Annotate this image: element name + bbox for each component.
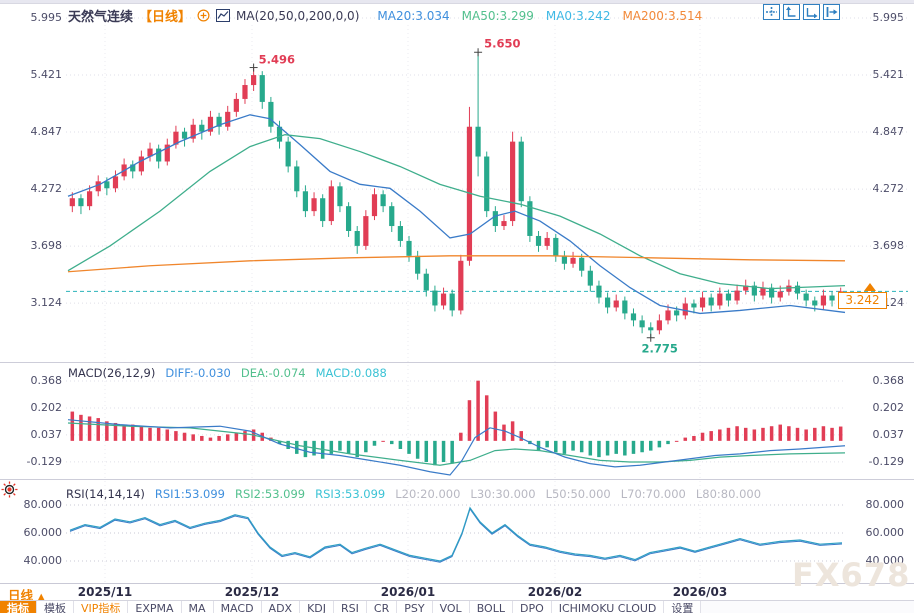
ma-value-label: MA200:3.514: [622, 8, 703, 23]
indicator-tab-设置[interactable]: 设置: [664, 601, 702, 613]
header-toolbar: [763, 4, 840, 20]
rsi-axis-label: 60.000: [23, 526, 63, 539]
indicator-tab-模板[interactable]: 模板: [37, 601, 74, 613]
price-axis-label: 3.698: [30, 239, 63, 253]
dropdown-arrow-icon: ▲: [37, 592, 46, 603]
indicator-tab-CR[interactable]: CR: [366, 601, 398, 613]
rsi-axis-label: 40.000: [23, 554, 63, 567]
scale-y-axis-icon[interactable]: [783, 4, 800, 20]
indicator-tab-VOL[interactable]: VOL: [432, 601, 470, 613]
indicator-tab-MACD[interactable]: MACD: [213, 601, 262, 613]
indicator-tab-DPO[interactable]: DPO: [512, 601, 552, 613]
rsi-axis-label: 80.000: [865, 498, 905, 511]
indicator-tab-RSI[interactable]: RSI: [334, 601, 367, 613]
indicator-tab-PSY[interactable]: PSY: [397, 601, 433, 613]
macd-axis-label: 0.037: [872, 427, 905, 441]
x-axis-bar: 日线 ▲ 2025/11 2025/12 2026/01 2026/02 2026/03: [0, 583, 914, 604]
indicator-tab-VIP指标[interactable]: VIP指标: [74, 601, 129, 613]
macd-axis-label: -0.129: [868, 454, 904, 468]
macd-value-label: DEA:-0.074: [240, 366, 306, 380]
date-label: 2026/02: [527, 585, 583, 599]
price-tag-arrow-icon: [864, 283, 876, 291]
period-selector[interactable]: 日线 ▲: [8, 585, 45, 604]
date-label: 2026/01: [380, 585, 436, 599]
indicator-tab-指标[interactable]: 指标: [0, 601, 37, 613]
macd-value-label: DIFF:-0.030: [165, 366, 231, 380]
macd-axis-label: 0.202: [872, 400, 905, 414]
price-axis-label: 4.272: [30, 182, 63, 196]
chart-header: 天然气连续 【日线】 MA(20,50,0,200,0,0) MA20:3.03…: [68, 6, 702, 26]
macd-axis-label: 0.368: [872, 374, 905, 387]
rsi-level-label: L70:70.000: [620, 487, 686, 501]
indicator-tab-KDJ[interactable]: KDJ: [300, 601, 335, 613]
indicator-tab-ICHIMOKU CLOUD[interactable]: ICHIMOKU CLOUD: [551, 601, 665, 613]
ma-value-label: MA50:3.299: [461, 8, 534, 23]
move-icon[interactable]: [763, 4, 780, 20]
indicator-tab-bar: 指标 模板 VIP指标 EXPMA MA MACD ADX KDJ RSI CR PSY VOL BOL…: [0, 600, 914, 613]
indicator-tab-BOLL[interactable]: BOLL: [469, 601, 513, 613]
period-selector-label: 日线: [8, 588, 34, 603]
top-strip: [0, 0, 914, 4]
rsi-level-label: L80:80.000: [695, 487, 762, 501]
indicator-tab-MA[interactable]: MA: [181, 601, 214, 613]
watermark: FX678: [792, 556, 911, 594]
indicator-tab-ADX[interactable]: ADX: [261, 601, 301, 613]
scale-x-axis-icon[interactable]: [803, 4, 820, 20]
rsi-value-label: RSI3:53.099: [315, 487, 386, 501]
date-label: 2026/03: [672, 585, 728, 599]
price-axis-label: 5.995: [872, 11, 905, 24]
extreme-price-label: 2.775: [642, 342, 678, 356]
ma-value-label: MA20:3.034: [377, 8, 450, 23]
rsi-value-label: RSI2:53.099: [235, 487, 306, 501]
rsi-level-label: L30:30.000: [470, 487, 536, 501]
macd-axis-label: 0.037: [30, 427, 63, 441]
price-axis-label: 5.995: [30, 11, 63, 24]
ma-value-label: MA0:3.242: [545, 8, 611, 23]
price-axis-label: 4.272: [872, 182, 905, 196]
date-label: 2025/11: [77, 585, 133, 599]
current-price-tag: 3.242: [838, 292, 887, 309]
symbol-name: 天然气连续: [68, 10, 134, 25]
rsi-name-label: RSI(14,14,14): [66, 487, 145, 501]
rsi-axis-label: 60.000: [865, 526, 905, 539]
macd-value-label: MACD:0.088: [315, 366, 387, 380]
rsi-axis-label: 80.000: [23, 498, 63, 511]
pan-right-icon[interactable]: [823, 4, 840, 20]
rsi-level-label: L20:20.000: [395, 487, 461, 501]
extreme-price-label: 5.496: [259, 53, 295, 67]
ma-settings-label: MA(20,50,0,200,0,0): [236, 8, 360, 23]
macd-panel-header: MACD(26,12,9) DIFF:-0.030 DEA:-0.074 MACD:0…: [68, 366, 397, 380]
price-axis-label: 5.421: [872, 67, 905, 81]
rsi-panel-header: RSI(14,14,14) RSI1:53.099 RSI2:53.099 RSI3:…: [66, 487, 771, 501]
macd-name-label: MACD(26,12,9): [68, 366, 156, 380]
macd-axis-label: 0.202: [30, 400, 63, 414]
price-axis-label: 5.421: [30, 67, 63, 81]
price-axis-label: 4.847: [30, 124, 63, 138]
rsi-axis-label: 40.000: [865, 554, 905, 567]
period-tag: 【日线】: [139, 10, 192, 25]
indicator-tab-EXPMA[interactable]: EXPMA: [128, 601, 182, 613]
macd-axis-label: -0.129: [26, 454, 62, 468]
price-axis-label: 3.698: [872, 239, 905, 253]
alert-sun-icon[interactable]: [1, 481, 18, 502]
macd-axis-label: 0.368: [30, 374, 63, 387]
rsi-level-label: L50:50.000: [545, 487, 611, 501]
ma-values: MA20:3.034 MA50:3.299 MA0:3.242 MA200:3.514: [365, 9, 702, 23]
extreme-price-label: 5.650: [484, 36, 520, 50]
add-indicator-icon[interactable]: [197, 9, 210, 22]
price-axis-label: 4.847: [872, 124, 905, 138]
rsi-value-label: RSI1:53.099: [154, 487, 225, 501]
price-axis-label: 3.124: [30, 296, 63, 310]
chart-type-icon[interactable]: [216, 9, 231, 22]
date-label: 2025/12: [224, 585, 280, 599]
